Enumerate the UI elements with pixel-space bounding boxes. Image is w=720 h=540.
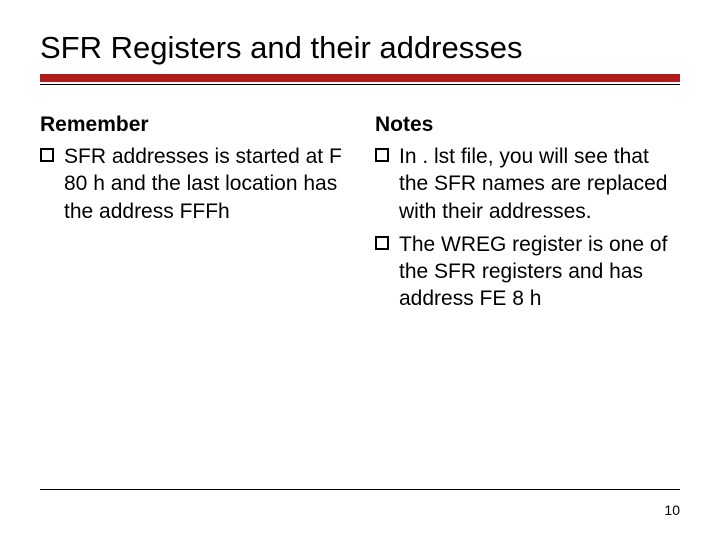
- list-item: The WREG register is one of the SFR regi…: [375, 231, 680, 313]
- left-column: Remember SFR addresses is started at F 8…: [40, 113, 345, 319]
- content-columns: Remember SFR addresses is started at F 8…: [40, 113, 680, 319]
- bullet-text: SFR addresses is started at F 80 h and t…: [64, 143, 345, 225]
- left-heading: Remember: [40, 113, 345, 137]
- right-heading: Notes: [375, 113, 680, 137]
- title-divider-thick: [40, 74, 680, 82]
- page-number: 10: [664, 502, 680, 518]
- slide-title: SFR Registers and their addresses: [40, 30, 680, 66]
- slide: SFR Registers and their addresses Rememb…: [0, 0, 720, 540]
- square-bullet-icon: [375, 236, 389, 250]
- list-item: In . lst file, you will see that the SFR…: [375, 143, 680, 225]
- right-column: Notes In . lst file, you will see that t…: [375, 113, 680, 319]
- list-item: SFR addresses is started at F 80 h and t…: [40, 143, 345, 225]
- square-bullet-icon: [375, 148, 389, 162]
- square-bullet-icon: [40, 148, 54, 162]
- bullet-text: The WREG register is one of the SFR regi…: [399, 231, 680, 313]
- footer-divider: [40, 489, 680, 490]
- title-divider-thin: [40, 84, 680, 85]
- bullet-text: In . lst file, you will see that the SFR…: [399, 143, 680, 225]
